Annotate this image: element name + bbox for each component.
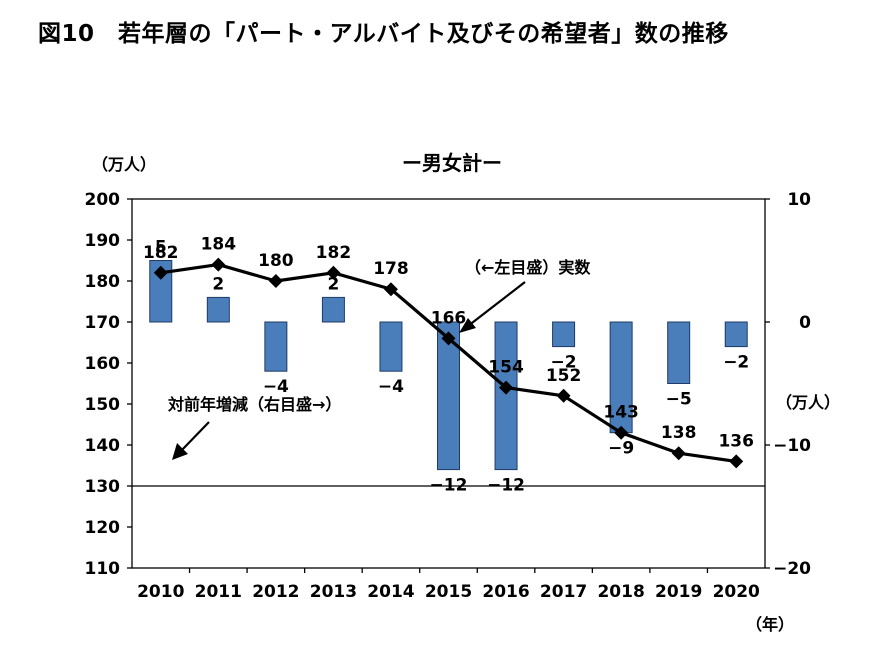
line-data-label: 182 (143, 243, 179, 263)
bar-2016 (494, 321, 518, 471)
line-marker-2019 (671, 446, 686, 461)
line-data-label: 166 (431, 308, 467, 328)
legend-bar-arrow (179, 421, 210, 453)
bar-2011 (206, 296, 230, 323)
line-data-label: 178 (373, 259, 409, 279)
bar-2015 (437, 321, 460, 471)
bar-data-label: 2 (327, 274, 339, 294)
line-marker-2012 (268, 274, 283, 288)
line-data-label: 180 (258, 251, 294, 271)
right-tick-label: 0 (799, 313, 811, 333)
line-marker-2018 (614, 425, 629, 440)
bar-data-label: −4 (263, 377, 289, 397)
x-tick-label: 2012 (252, 582, 299, 602)
line-marker-2010 (153, 265, 168, 280)
line-marker-2011 (211, 257, 226, 272)
x-tick-label: 2013 (310, 582, 357, 602)
left-tick-label: 130 (85, 477, 121, 497)
bar-2017 (552, 321, 576, 348)
plot-frame (131, 198, 766, 569)
bar-2012 (264, 321, 288, 372)
chart-title: ー男女計ー (402, 151, 502, 175)
bar-2019 (667, 321, 691, 384)
line-data-label: 154 (488, 358, 524, 378)
left-tick-label: 170 (85, 313, 121, 333)
left-tick-label: 190 (85, 231, 121, 251)
bar-2020 (724, 321, 748, 348)
x-tick-label: 2010 (137, 582, 184, 602)
left-tick-label: 120 (85, 518, 121, 538)
bar-data-label: −12 (487, 476, 525, 496)
legend-line-series: （←左目盛）実数 (465, 258, 591, 277)
legend-bar-series: 対前年増減（右目盛→） (167, 395, 341, 414)
line-data-label: 143 (603, 403, 639, 423)
x-tick-label: 2020 (713, 582, 760, 602)
line-data-label: 182 (316, 243, 352, 263)
line-marker-2013 (326, 265, 341, 280)
line-data-label: 138 (661, 423, 697, 443)
line-marker-2020 (729, 454, 744, 469)
right-tick-label: 10 (787, 190, 811, 210)
line-marker-2016 (499, 380, 514, 395)
right-tick-label: −20 (773, 559, 811, 579)
line-data-label: 184 (201, 235, 237, 255)
bar-data-label: −5 (666, 390, 692, 410)
bar-data-label: 5 (155, 238, 167, 258)
legend-line-arrowhead (459, 318, 476, 333)
x-tick-label: 2016 (482, 582, 529, 602)
bar-data-label: −4 (378, 377, 404, 397)
x-tick-label: 2011 (195, 582, 242, 602)
legend-line-arrow (467, 281, 526, 327)
bar-data-label: −2 (551, 353, 577, 373)
x-tick-label: 2019 (655, 582, 702, 602)
bar-2013 (321, 296, 345, 323)
right-axis-unit: （万人） (776, 393, 840, 412)
right-tick-label: −10 (773, 436, 811, 456)
x-tick-label: 2015 (425, 582, 472, 602)
left-tick-label: 150 (85, 395, 121, 415)
left-tick-label: 180 (85, 272, 121, 292)
line-marker-2017 (556, 388, 571, 403)
left-tick-label: 140 (85, 436, 121, 456)
left-axis-unit: （万人） (92, 155, 156, 174)
line-marker-2015 (441, 331, 456, 346)
line-data-label: 136 (718, 431, 754, 451)
bar-data-label: 2 (212, 274, 224, 294)
left-tick-label: 160 (85, 354, 121, 374)
bar-2014 (379, 321, 403, 372)
figure-title: 図10 若年層の「パート・アルバイト及びその希望者」数の推移 (38, 21, 729, 47)
x-tick-label: 2018 (597, 582, 644, 602)
x-tick-label: 2017 (540, 582, 587, 602)
bar-data-label: −9 (608, 439, 634, 459)
legend-bar-arrowhead (172, 443, 188, 460)
line-marker-2014 (383, 282, 398, 297)
x-axis-unit: （年） (746, 615, 794, 634)
line-data-label: 152 (546, 366, 582, 386)
left-tick-label: 200 (85, 190, 121, 210)
x-tick-label: 2014 (367, 582, 414, 602)
bar-data-label: −12 (430, 476, 468, 496)
bar-data-label: −2 (723, 353, 749, 373)
left-tick-label: 110 (85, 559, 121, 579)
bar-2010 (149, 260, 173, 323)
